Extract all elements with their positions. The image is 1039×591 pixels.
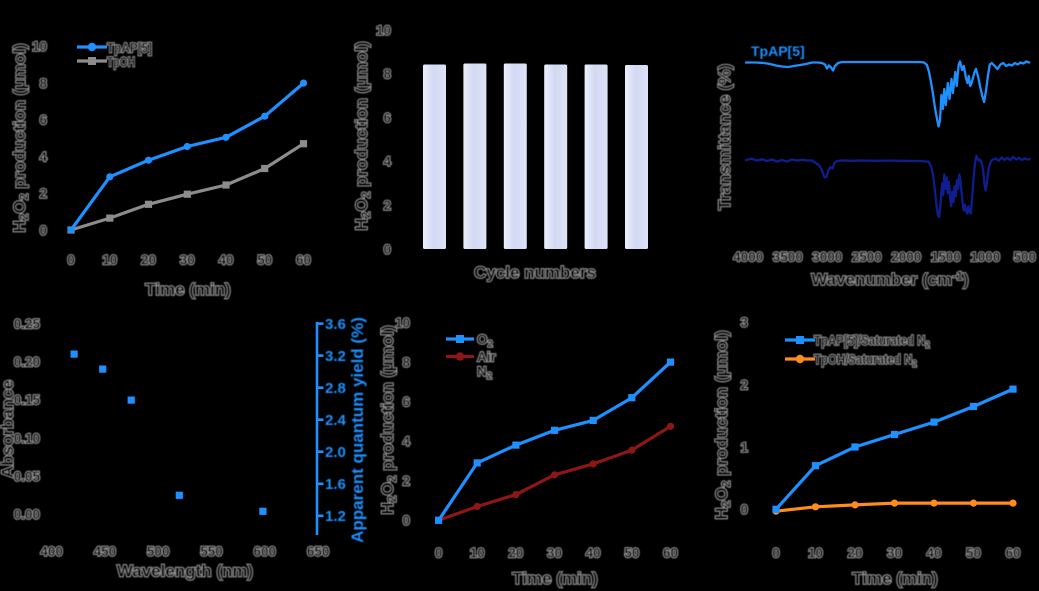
svg-text:0.05: 0.05	[14, 469, 41, 484]
svg-text:3: 3	[740, 315, 748, 330]
svg-text:500: 500	[1014, 249, 1037, 264]
svg-text:2.8: 2.8	[325, 380, 346, 397]
svg-text:500: 500	[147, 544, 170, 559]
svg-text:20: 20	[141, 253, 156, 268]
svg-text:30: 30	[547, 546, 562, 561]
svg-text:20: 20	[508, 546, 523, 561]
svg-text:2000: 2000	[891, 249, 921, 264]
svg-text:TpAP[5]: TpAP[5]	[751, 43, 805, 59]
svg-text:Apparent quantum yield (%): Apparent quantum yield (%)	[348, 317, 367, 543]
svg-text:40: 40	[218, 253, 233, 268]
svg-text:0.10: 0.10	[14, 431, 40, 446]
svg-text:2.4: 2.4	[325, 412, 347, 429]
svg-text:3000: 3000	[812, 249, 842, 264]
svg-text:10: 10	[376, 23, 391, 38]
svg-text:Wavelength (nm): Wavelength (nm)	[117, 562, 253, 581]
svg-text:60: 60	[663, 546, 678, 561]
svg-text:0: 0	[67, 253, 75, 268]
svg-text:30: 30	[887, 546, 902, 561]
svg-text:650: 650	[307, 544, 330, 559]
svg-text:1: 1	[740, 440, 748, 455]
svg-text:2500: 2500	[852, 249, 882, 264]
svg-text:TpOH: TpOH	[107, 54, 135, 69]
svg-text:6: 6	[383, 110, 391, 125]
svg-text:Absorbance: Absorbance	[0, 380, 17, 478]
svg-text:2: 2	[740, 378, 748, 393]
svg-text:H2​O2​ production (μmol): H2​O2​ production (μmol)	[10, 43, 31, 232]
svg-text:0.15: 0.15	[14, 393, 41, 408]
svg-text:600: 600	[254, 544, 277, 559]
svg-text:2.0: 2.0	[325, 444, 346, 461]
svg-text:40: 40	[586, 546, 601, 561]
svg-text:30: 30	[180, 253, 195, 268]
svg-text:H2​O2​ production (μmol): H2​O2​ production (μmol)	[378, 325, 399, 514]
svg-text:3.6: 3.6	[325, 316, 346, 333]
svg-text:0: 0	[383, 242, 391, 257]
svg-text:3500: 3500	[773, 249, 803, 264]
svg-text:4000: 4000	[733, 249, 763, 264]
svg-text:0.00: 0.00	[14, 507, 40, 522]
svg-text:50: 50	[257, 253, 272, 268]
svg-text:2: 2	[39, 186, 47, 201]
svg-text:0: 0	[740, 502, 748, 517]
svg-text:Cycle numbers: Cycle numbers	[474, 263, 596, 282]
svg-text:1500: 1500	[931, 249, 961, 264]
svg-text:Wavenumber (cm-1​): Wavenumber (cm-1​)	[811, 269, 969, 289]
svg-text:0.25: 0.25	[14, 316, 41, 331]
svg-text:50: 50	[624, 546, 639, 561]
svg-text:4: 4	[39, 149, 47, 164]
svg-text:0: 0	[39, 223, 47, 238]
svg-text:10: 10	[395, 315, 410, 330]
svg-text:H2​O2​ production (μmol): H2​O2​ production (μmol)	[352, 41, 373, 230]
svg-text:TpAP[5]/Saturated N2​: TpAP[5]/Saturated N2​	[814, 333, 930, 351]
svg-text:TpOH/Saturated N2​: TpOH/Saturated N2​	[814, 352, 917, 370]
svg-text:450: 450	[94, 544, 117, 559]
svg-text:1000: 1000	[970, 249, 1000, 264]
svg-text:60: 60	[296, 253, 311, 268]
svg-text:0: 0	[772, 546, 780, 561]
svg-text:2: 2	[402, 474, 410, 489]
svg-text:TpAP[5]: TpAP[5]	[107, 40, 152, 55]
svg-text:Time (min): Time (min)	[852, 569, 938, 588]
svg-text:Time (min): Time (min)	[145, 280, 231, 299]
svg-text:4: 4	[383, 154, 391, 169]
svg-text:Time (min): Time (min)	[512, 569, 598, 588]
svg-text:Air: Air	[477, 349, 497, 364]
svg-text:0: 0	[402, 513, 410, 528]
svg-text:50: 50	[966, 546, 981, 561]
svg-text:3.2: 3.2	[325, 348, 346, 365]
svg-text:8: 8	[383, 67, 391, 82]
svg-text:20: 20	[847, 546, 862, 561]
svg-text:Transmittance (%): Transmittance (%)	[715, 64, 734, 210]
svg-text:8: 8	[39, 76, 47, 91]
svg-text:400: 400	[40, 544, 63, 559]
svg-text:60: 60	[1005, 546, 1020, 561]
svg-text:6: 6	[39, 113, 47, 128]
svg-text:1.2: 1.2	[325, 508, 346, 525]
svg-text:H2​O2​ production (μmol): H2​O2​ production (μmol)	[712, 330, 733, 519]
svg-text:550: 550	[200, 544, 223, 559]
svg-text:10: 10	[32, 39, 47, 54]
svg-text:0: 0	[435, 546, 443, 561]
svg-text:10: 10	[102, 253, 117, 268]
svg-text:10: 10	[808, 546, 823, 561]
svg-text:1.6: 1.6	[325, 476, 346, 493]
svg-text:2: 2	[383, 198, 391, 213]
svg-text:6: 6	[402, 394, 410, 409]
svg-text:8: 8	[402, 355, 410, 370]
svg-text:4: 4	[402, 434, 410, 449]
svg-text:0.20: 0.20	[14, 354, 40, 369]
svg-text:40: 40	[926, 546, 941, 561]
svg-text:10: 10	[470, 546, 485, 561]
